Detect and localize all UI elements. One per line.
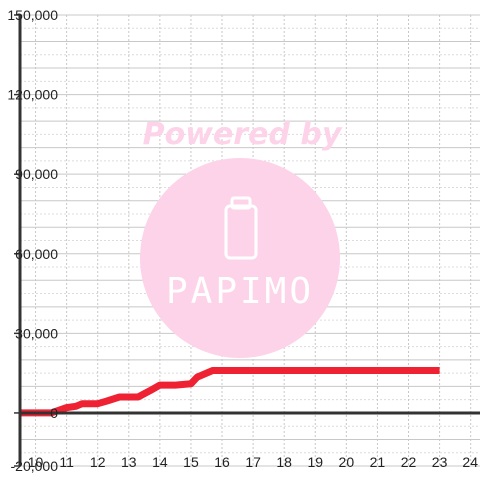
watermark-powered-by-text: Powered by bbox=[143, 117, 343, 152]
y-tick-label: 0 bbox=[50, 405, 58, 421]
x-tick-label: 15 bbox=[183, 454, 199, 470]
y-tick-label: 150,000 bbox=[7, 7, 58, 23]
x-tick-label: 10 bbox=[28, 454, 44, 470]
x-tick-label: 21 bbox=[370, 454, 386, 470]
y-tick-label: 90,000 bbox=[15, 166, 58, 182]
x-tick-label: 24 bbox=[462, 454, 478, 470]
y-tick-label: 120,000 bbox=[7, 87, 58, 103]
x-tick-label: 11 bbox=[59, 454, 74, 470]
x-tick-label: 14 bbox=[152, 454, 168, 470]
watermark: Powered by PAPIMO bbox=[140, 117, 343, 358]
y-tick-label: 30,000 bbox=[15, 325, 58, 341]
x-tick-label: 22 bbox=[401, 454, 417, 470]
x-tick-label: 23 bbox=[432, 454, 448, 470]
watermark-brand-text: PAPIMO bbox=[166, 271, 314, 312]
x-tick-label: 12 bbox=[90, 454, 106, 470]
x-tick-label: 16 bbox=[214, 454, 230, 470]
x-tick-label: 17 bbox=[245, 454, 261, 470]
phone-icon bbox=[224, 196, 258, 260]
y-tick-label: -20,000 bbox=[11, 458, 59, 474]
x-tick-label: 19 bbox=[307, 454, 323, 470]
series-layer bbox=[20, 367, 440, 417]
x-tick-label: 13 bbox=[121, 454, 137, 470]
x-tick-label: 18 bbox=[276, 454, 292, 470]
series-line bbox=[20, 367, 440, 417]
y-tick-label: 60,000 bbox=[15, 246, 58, 262]
axes bbox=[14, 14, 480, 467]
x-tick-label: 20 bbox=[339, 454, 355, 470]
tick-labels: -20,000 0 30,000 60,000 90,000 120,000 150,000… bbox=[7, 7, 478, 474]
